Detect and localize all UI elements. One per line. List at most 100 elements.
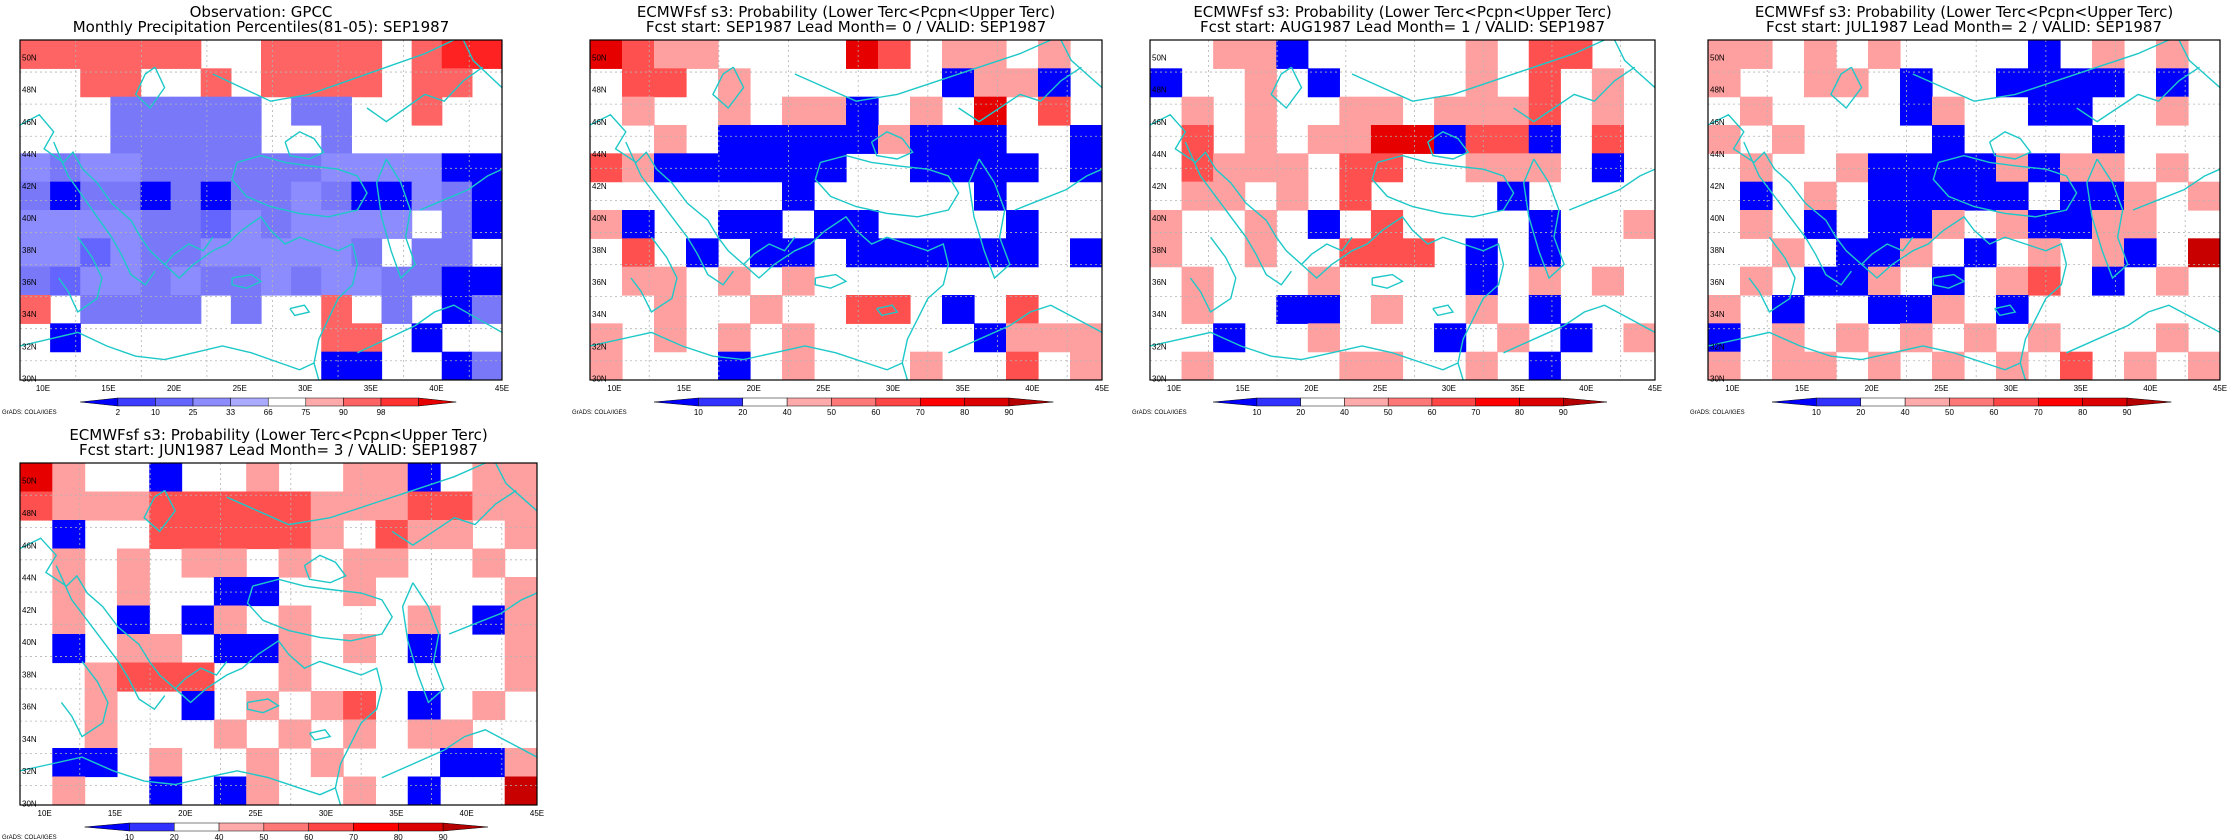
colorbar-swatch bbox=[305, 397, 344, 407]
grid-cell bbox=[343, 548, 377, 578]
grid-cell bbox=[2028, 266, 2061, 296]
coastline bbox=[1830, 66, 1863, 110]
grid-cell bbox=[213, 776, 247, 805]
grid-cell bbox=[782, 238, 815, 268]
lon-tick-label: 45E bbox=[495, 384, 509, 393]
lat-tick-label: 50N bbox=[592, 54, 607, 63]
coastline bbox=[1708, 331, 2021, 371]
grid-cell bbox=[1932, 295, 1965, 324]
grid-cell bbox=[1150, 68, 1183, 98]
grid-cell bbox=[381, 153, 413, 183]
grid-cell bbox=[411, 266, 443, 296]
lon-tick-label: 15E bbox=[677, 384, 691, 393]
colorbar-label: 98 bbox=[377, 408, 386, 417]
colorbar-swatch bbox=[1300, 397, 1345, 407]
grid-cell bbox=[1591, 96, 1625, 126]
lat-tick-label: 42N bbox=[592, 182, 607, 191]
coastline bbox=[55, 565, 166, 711]
map-panel-lead1: ECMWFsf s3: Probability (Lower Terc<Pcpn… bbox=[1132, 3, 1662, 417]
grid-cell bbox=[110, 295, 142, 324]
lat-tick-label: 32N bbox=[1710, 342, 1725, 351]
coastline bbox=[308, 729, 332, 741]
grid-cell bbox=[1181, 295, 1214, 324]
grid-cell bbox=[910, 351, 943, 380]
lon-tick-label: 45E bbox=[1648, 384, 1662, 393]
grid-cell bbox=[343, 691, 377, 721]
coastline bbox=[366, 66, 484, 123]
grid-cell bbox=[750, 125, 783, 154]
grid-cell bbox=[471, 181, 502, 211]
coastline bbox=[303, 554, 347, 584]
grid-cell bbox=[2028, 40, 2061, 69]
grid-cell bbox=[1150, 210, 1183, 239]
panel-subtitle: Monthly Precipitation Percentiles(81-05)… bbox=[73, 18, 450, 36]
grid-cell bbox=[351, 210, 383, 239]
grid-cell bbox=[1623, 323, 1655, 353]
map-area bbox=[590, 40, 1102, 380]
grid-cell bbox=[52, 776, 86, 805]
lon-tick-label: 30E bbox=[319, 809, 333, 818]
grid-cell bbox=[1070, 153, 1102, 183]
lat-tick-label: 48N bbox=[22, 86, 37, 95]
lat-tick-label: 48N bbox=[1710, 86, 1725, 95]
grid-cell bbox=[1528, 153, 1561, 183]
grid-cell bbox=[411, 181, 443, 211]
colorbar-label: 40 bbox=[783, 408, 792, 417]
grid-cell bbox=[407, 463, 441, 493]
grid-cell bbox=[622, 68, 655, 98]
grid-cell bbox=[20, 491, 53, 521]
grid-cell bbox=[1038, 323, 1071, 353]
grid-cell bbox=[321, 125, 352, 154]
grid-cell bbox=[20, 266, 51, 296]
coastline bbox=[712, 66, 745, 110]
colorbar-swatch bbox=[117, 397, 156, 407]
grid-cell bbox=[2092, 181, 2125, 211]
grid-cell bbox=[246, 463, 280, 493]
lat-tick-label: 30N bbox=[22, 799, 37, 808]
grid-cell bbox=[1465, 125, 1498, 154]
grid-cell bbox=[116, 634, 150, 664]
grid-cell bbox=[411, 153, 443, 183]
grid-cell bbox=[622, 40, 655, 69]
grid-cell bbox=[1900, 68, 1933, 98]
grid-cell bbox=[1307, 210, 1340, 239]
lat-tick-label: 46N bbox=[1152, 118, 1167, 127]
coastline bbox=[876, 304, 899, 317]
colorbar-label: 50 bbox=[1945, 408, 1954, 417]
grid-cell bbox=[1181, 266, 1214, 296]
grid-cell bbox=[718, 96, 751, 126]
grid-cell bbox=[1370, 238, 1404, 268]
grid-cell bbox=[1244, 153, 1277, 183]
map-area bbox=[20, 40, 502, 380]
colorbar-swatch bbox=[442, 822, 488, 832]
lat-tick-label: 44N bbox=[1710, 150, 1725, 159]
grid-cell bbox=[1276, 181, 1309, 211]
colorbar-swatch bbox=[786, 397, 832, 407]
colorbar-label: 10 bbox=[694, 408, 703, 417]
coastline bbox=[375, 158, 417, 280]
grid-cell bbox=[1370, 351, 1404, 380]
map-frame bbox=[1149, 39, 1656, 381]
coastline bbox=[1371, 273, 1404, 289]
coastline bbox=[814, 154, 960, 218]
lon-tick-label: 25E bbox=[1934, 384, 1948, 393]
grid-cell bbox=[1964, 153, 1997, 183]
grid-cell bbox=[2060, 153, 2093, 183]
grid-cell bbox=[1006, 68, 1039, 98]
grid-cell bbox=[2060, 96, 2093, 126]
grid-cell bbox=[230, 96, 262, 126]
grid-cell bbox=[718, 153, 751, 183]
grid-cell bbox=[321, 266, 352, 296]
grid-cell bbox=[1370, 96, 1404, 126]
grid-cell bbox=[1900, 210, 1933, 239]
panel-subtitle: Fcst start: JUL1987 Lead Month= 2 / VALI… bbox=[1766, 18, 2162, 36]
grid-cell bbox=[321, 68, 352, 98]
grid-cell bbox=[1006, 153, 1039, 183]
grid-cell bbox=[472, 748, 506, 778]
colorbar-label: 50 bbox=[259, 833, 268, 840]
grid-cell bbox=[471, 351, 502, 380]
grid-cell bbox=[622, 266, 655, 296]
grads-credit: GrADS: COLA/IGES bbox=[2, 835, 57, 840]
grid-cell bbox=[942, 68, 975, 98]
